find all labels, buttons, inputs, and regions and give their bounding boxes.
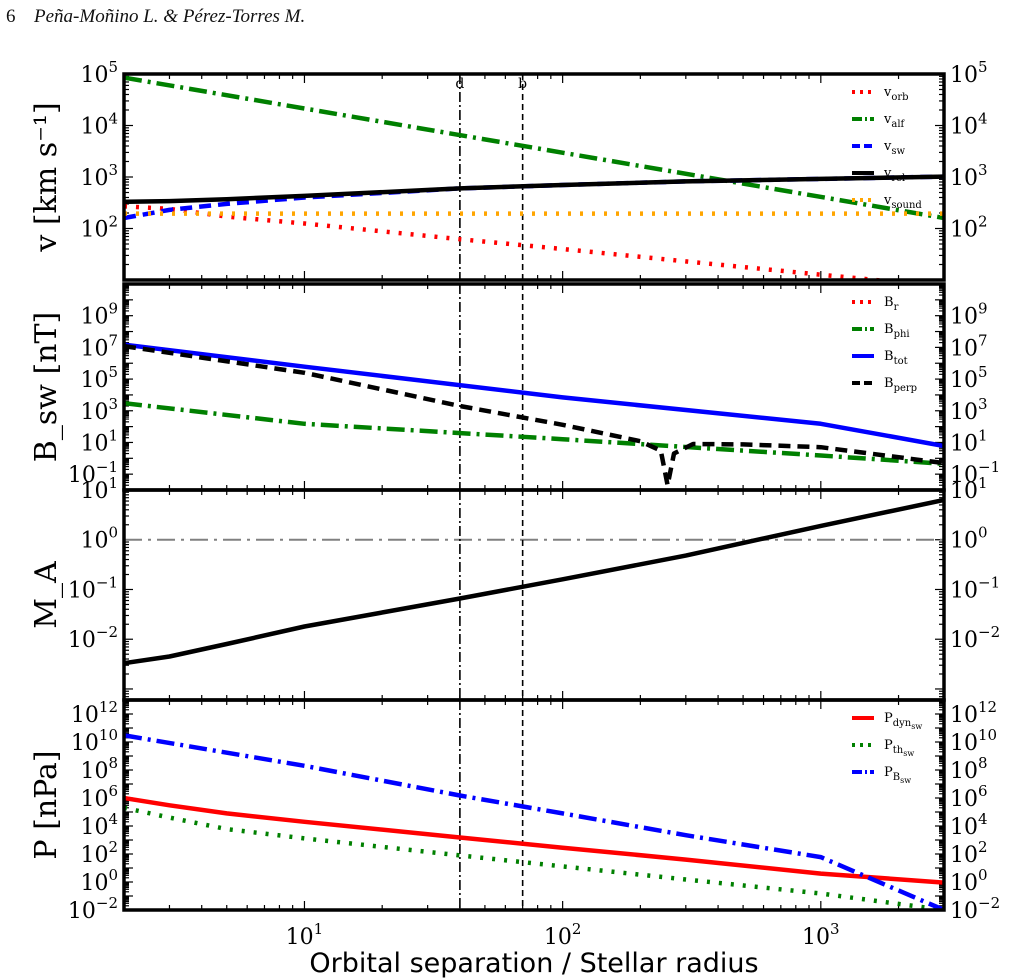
x-tick-label: 103: [802, 920, 840, 950]
series-line-p-b: [124, 733, 944, 910]
y-tick-label-left: 109: [80, 300, 118, 330]
x-tick-label: 102: [544, 920, 582, 950]
panel-frame: [122, 698, 946, 912]
series-line-b-perp: [124, 343, 944, 488]
y-tick-label-left: 108: [80, 754, 118, 784]
y-tick-label-left: 105: [80, 363, 118, 393]
y-tick-label-right: 108: [950, 754, 988, 784]
y-tick-label-right: 100: [950, 524, 988, 554]
legend-label-dyn: Pdynsw: [884, 711, 922, 731]
author-line: Peña-Moñino L. & Pérez-Torres M.: [34, 6, 306, 27]
y-tick-label-left: 101: [80, 474, 118, 504]
y-tick-label-left: 106: [80, 782, 118, 812]
legend-label-sound: vsound: [883, 193, 922, 211]
page-header: 6 Peña-Moñino L. & Pérez-Torres M.: [6, 6, 305, 28]
y-tick-label-right: 105: [950, 58, 988, 88]
planet-label-d: d: [455, 76, 464, 92]
legend-label-th: Pthsw: [884, 738, 914, 758]
y-tick-label-left: 1010: [71, 726, 118, 756]
panel-1: 102 102 103 103 104 104 105 105 v [km s⁻¹] vorb va…: [29, 58, 988, 282]
legend-label-alf: valf: [883, 112, 906, 130]
y-tick-label-right: 101: [950, 474, 988, 504]
legend-label-tot: Btot: [884, 349, 908, 367]
page-number: 6: [6, 6, 16, 27]
series-line-b-phi: [124, 400, 944, 467]
y-tick-label-left: 104: [80, 810, 118, 840]
y-tick-label-right: 103: [950, 395, 988, 425]
y-tick-label-right: 105: [950, 363, 988, 393]
y-tick-label-right: 106: [950, 782, 988, 812]
y-tick-label-right: 104: [950, 110, 988, 140]
y-tick-label-right: 101: [950, 426, 988, 456]
y-tick-label-right: 104: [950, 810, 988, 840]
y-axis-label: v [km s⁻¹]: [29, 102, 64, 252]
y-tick-label-right: 102: [950, 838, 988, 868]
series-line-v-rel: [124, 174, 944, 205]
y-axis-label: M_A: [29, 561, 64, 629]
y-tick-label-left: 105: [80, 58, 118, 88]
panel-frame: [122, 488, 946, 702]
panel-frame: [122, 282, 946, 492]
panel-3: 10−2 10−2 10−1 10−1 100 100 101 101 M_A: [29, 474, 1000, 702]
x-tick-label: 101: [286, 920, 324, 950]
series-line-b-tot: [124, 342, 944, 449]
y-tick-label-left: 10−1: [68, 573, 118, 603]
y-tick-label-right: 1010: [950, 726, 997, 756]
y-tick-label-left: 100: [80, 524, 118, 554]
y-tick-label-right: 103: [950, 161, 988, 191]
legend-label-rel: vrel: [883, 166, 905, 184]
y-tick-label-right: 107: [950, 331, 988, 361]
y-tick-label-right: 102: [950, 213, 988, 243]
legend-label-r: Br: [884, 295, 899, 313]
y-tick-label-left: 102: [80, 213, 118, 243]
legend-label-phi: Bphi: [884, 322, 910, 340]
y-axis-label: P [nPa]: [29, 750, 64, 859]
x-axis-label: Orbital separation / Stellar radius: [309, 948, 758, 979]
y-tick-label-right: 100: [950, 866, 988, 896]
y-tick-label-left: 10−1: [68, 458, 118, 488]
y-axis-label: B_sw [nT]: [29, 312, 64, 462]
y-tick-label-left: 10−2: [68, 623, 118, 653]
y-tick-label-left: 103: [80, 161, 118, 191]
y-tick-label-left: 102: [80, 838, 118, 868]
series-line-ma: [124, 497, 944, 666]
y-tick-label-right: 10−1: [950, 458, 1000, 488]
legend-label-B: PBsw: [884, 765, 911, 785]
legend-label-sw: vsw: [883, 139, 905, 157]
legend-label-perp: Bperp: [884, 376, 917, 394]
y-tick-label-left: 100: [80, 866, 118, 896]
y-tick-label-left: 103: [80, 395, 118, 425]
y-tick-label-left: 104: [80, 110, 118, 140]
y-tick-label-left: 10−2: [68, 894, 118, 924]
panel-frame: [122, 72, 946, 282]
y-tick-label-left: 101: [80, 426, 118, 456]
y-tick-label-left: 107: [80, 331, 118, 361]
y-tick-label-left: 1012: [71, 698, 118, 728]
y-tick-label-right: 109: [950, 300, 988, 330]
legend-label-orb: vorb: [883, 85, 909, 103]
planet-label-b: b: [518, 76, 527, 92]
y-tick-label-right: 10−2: [950, 623, 1000, 653]
y-tick-label-right: 1012: [950, 698, 997, 728]
series-line-p-dyn: [124, 795, 944, 885]
y-tick-label-right: 10−2: [950, 894, 1000, 924]
y-tick-label-right: 10−1: [950, 573, 1000, 603]
series-line-v-alf: [124, 75, 944, 221]
